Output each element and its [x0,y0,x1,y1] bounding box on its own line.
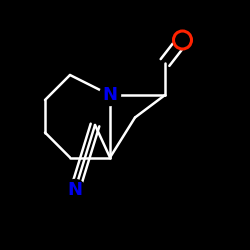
Text: N: N [68,181,82,199]
Text: N: N [102,86,118,104]
Circle shape [173,30,192,50]
Circle shape [64,180,86,201]
Circle shape [100,84,120,105]
